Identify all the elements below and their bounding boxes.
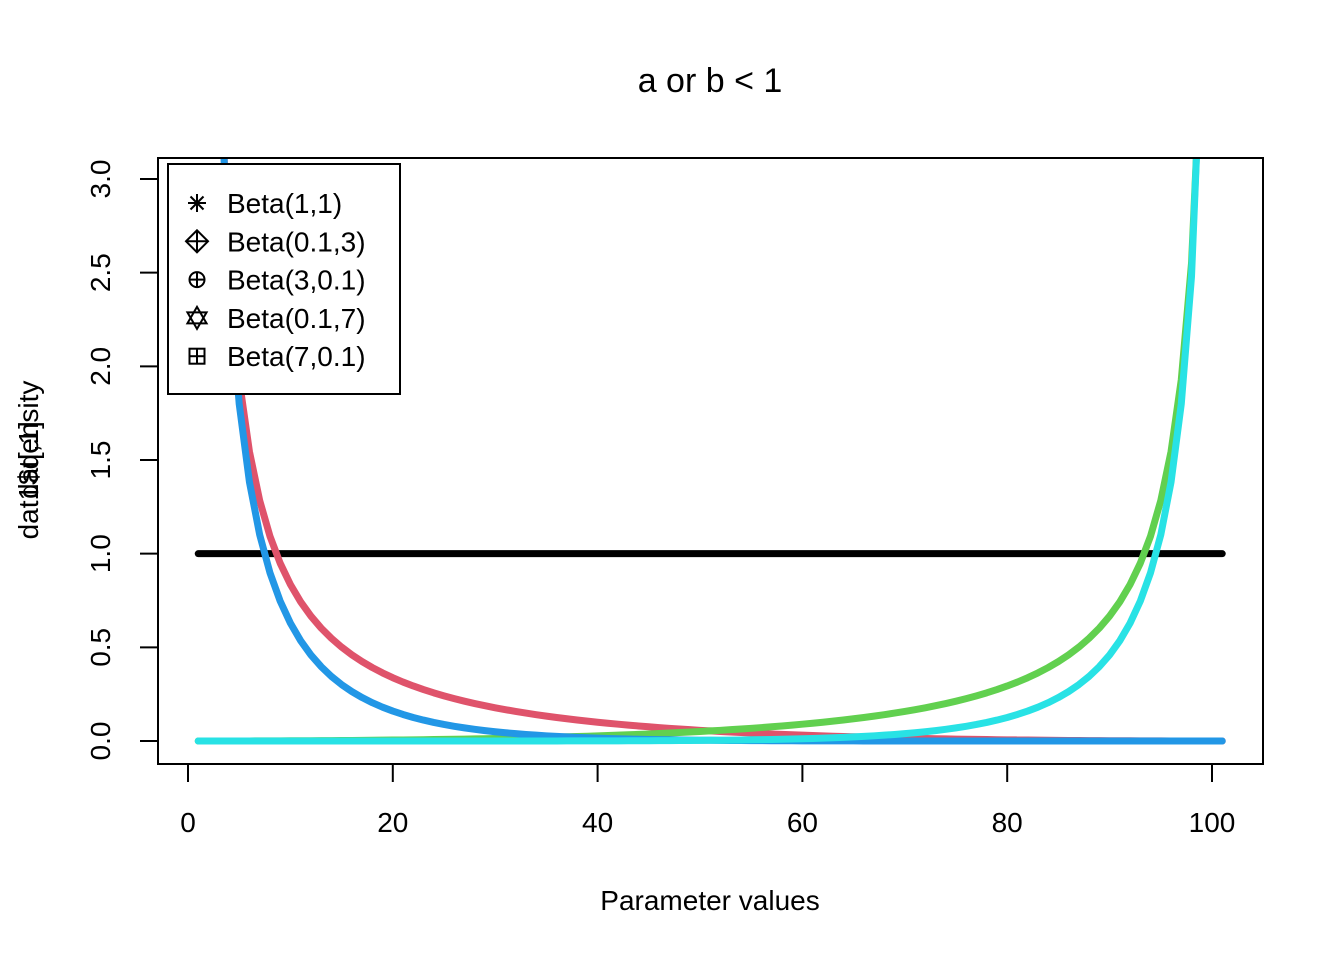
legend-label: Beta(7,0.1): [227, 341, 366, 372]
legend-label: Beta(1,1): [227, 188, 342, 219]
legend: Beta(1,1) Beta(0.1,3) Beta(3,0.1) Beta(0.1,…: [167, 163, 401, 395]
circle-plus-icon: [188, 271, 206, 289]
legend-item: Beta(0.1,3): [184, 226, 366, 257]
y-tick-label: 0.5: [85, 628, 116, 667]
legend-item: Beta(3,0.1): [188, 265, 366, 296]
x-tick-label: 100: [1189, 807, 1236, 838]
legend-label: Beta(0.1,3): [227, 226, 366, 257]
y-axis-label: dat1$density: [13, 381, 44, 540]
x-tick-label: 20: [377, 807, 408, 838]
series-line-5: [194, 158, 1200, 745]
legend-item: Beta(1,1): [188, 188, 342, 219]
legend-item: Beta(0.1,7): [185, 303, 366, 334]
x-tick-label: 60: [787, 807, 818, 838]
legend-items: Beta(1,1) Beta(0.1,3) Beta(3,0.1) Beta(0.1,…: [184, 188, 366, 372]
asterisk-icon: [188, 194, 206, 212]
y-tick-label: 1.5: [85, 441, 116, 480]
y-axis: 0.0 0.5 1.0 1.5 2.0 2.5 3.0: [85, 160, 159, 761]
x-tick-label: 80: [992, 807, 1023, 838]
y-tick-label: 0.0: [85, 722, 116, 761]
x-axis-label: Parameter values: [600, 885, 819, 916]
square-plus-icon: [188, 347, 206, 365]
x-tick-label: 40: [582, 807, 613, 838]
star-of-david-icon: [185, 304, 209, 331]
series-layer: [194, 158, 1226, 745]
x-axis: 0 20 40 60 80 100: [180, 763, 1236, 838]
x-tick-label: 0: [180, 807, 196, 838]
y-tick-label: 3.0: [85, 160, 116, 199]
y-tick-label: 1.0: [85, 534, 116, 573]
diamond-plus-icon: [184, 228, 210, 254]
legend-item: Beta(7,0.1): [188, 341, 366, 372]
y-tick-label: 2.0: [85, 347, 116, 386]
legend-label: Beta(0.1,7): [227, 303, 366, 334]
y-tick-label: 2.5: [85, 253, 116, 292]
legend-label: Beta(3,0.1): [227, 265, 366, 296]
legend-box: [167, 163, 401, 395]
chart-title: a or b < 1: [638, 62, 783, 100]
y-axis-label-overprint: dat[,1]: [13, 421, 44, 499]
